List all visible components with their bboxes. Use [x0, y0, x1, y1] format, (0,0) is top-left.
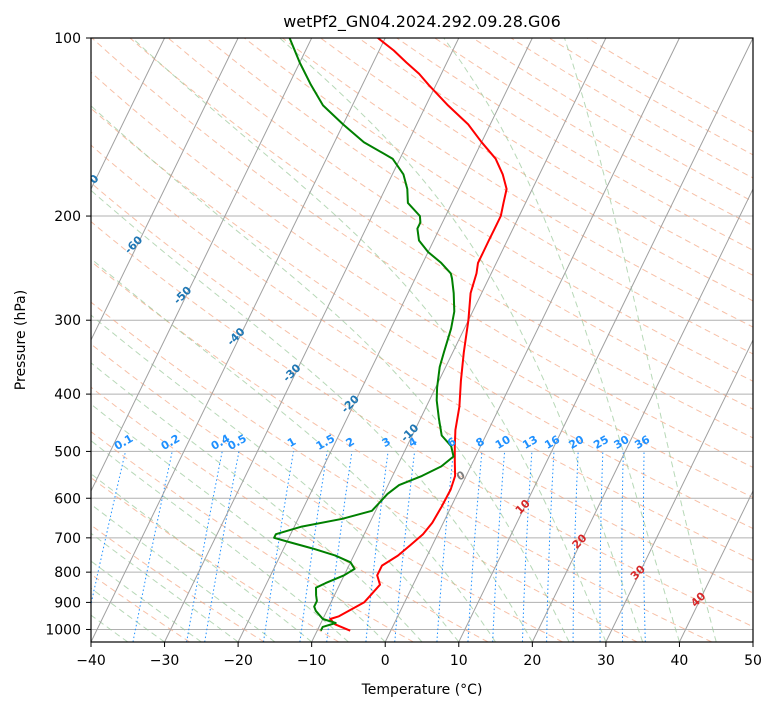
dry-adiabat [91, 477, 340, 642]
moist-adiabat [91, 473, 313, 642]
y-tick-label: 200 [54, 209, 81, 225]
x-tick-label: 50 [744, 653, 762, 669]
y-tick-label: 100 [54, 31, 81, 47]
dry-adiabat [91, 343, 563, 642]
x-tick-label: 0 [381, 653, 390, 669]
isotherm-line [678, 489, 753, 642]
moist-adiabat [443, 38, 680, 642]
moist-adiabat [564, 38, 717, 642]
mixing-ratio-line [326, 451, 353, 642]
moist-adiabat [91, 403, 386, 642]
plot-frame [90, 37, 754, 643]
dry-adiabat [91, 573, 190, 642]
isotherm-line [164, 38, 460, 642]
isotherm-line [91, 38, 313, 493]
y-axis-ticks: 100 200 300 400 500 600 700 800 900 1000 [45, 31, 91, 638]
y-tick-label: 700 [54, 531, 81, 547]
moist-adiabat [279, 38, 644, 642]
y-tick-label: 600 [54, 491, 81, 507]
moist-adiabat [91, 440, 349, 642]
moist-adiabat [91, 362, 423, 642]
moist-adiabat [91, 560, 202, 642]
y-tick-label: 300 [54, 313, 81, 329]
x-axis-label: Temperature (°C) [361, 682, 483, 698]
y-tick-label: 800 [54, 565, 81, 581]
moist-adiabat [91, 587, 165, 642]
isotherm-line [531, 187, 753, 642]
isotherm-line [311, 38, 607, 642]
isotherm-line [605, 338, 753, 642]
dry-adiabat [91, 182, 753, 594]
moist-adiabat [91, 258, 497, 642]
isotherm-line [384, 38, 680, 642]
y-axis-label: Pressure (hPa) [13, 290, 29, 390]
x-tick-label: 20 [523, 653, 541, 669]
moist-adiabat [91, 189, 533, 642]
dry-adiabat [320, 38, 753, 302]
dry-adiabat [167, 38, 753, 410]
moist-adiabat [131, 38, 607, 642]
moist-adiabat [91, 503, 276, 642]
y-tick-label: 900 [54, 595, 81, 611]
moist-adiabat [91, 105, 570, 642]
x-tick-label: −10 [297, 653, 327, 669]
y-tick-label: 400 [54, 387, 81, 403]
mixing-ratio-line [299, 451, 328, 642]
temperature-profile-line [329, 38, 508, 632]
x-tick-label: 40 [671, 653, 689, 669]
mixing-ratio-lines [91, 451, 646, 642]
x-tick-label: −20 [223, 653, 253, 669]
dry-adiabat [91, 301, 638, 642]
x-tick-label: −40 [76, 653, 106, 669]
isotherm-line [458, 38, 753, 642]
dry-adiabat [205, 38, 753, 382]
y-tick-label: 500 [54, 444, 81, 460]
mixing-ratio-line [365, 451, 389, 642]
moist-adiabat [91, 532, 239, 642]
isotherm-line [91, 38, 166, 191]
dry-adiabat [91, 260, 713, 642]
x-tick-label: −30 [150, 653, 180, 669]
dry-adiabat [91, 107, 753, 530]
dry-adiabat [91, 386, 489, 642]
gridlines [91, 38, 753, 630]
dry-adiabat [91, 71, 753, 499]
x-tick-label: 30 [597, 653, 615, 669]
moist-adiabats [91, 38, 717, 642]
dewpoint-profile-line [273, 38, 456, 632]
sounding-series [273, 38, 508, 632]
dry-adiabat [91, 220, 753, 628]
mixing-ratio-line [394, 451, 416, 642]
y-tick-label: 1000 [45, 622, 81, 638]
mixing-ratio-line [263, 451, 294, 642]
moist-adiabat [91, 314, 460, 642]
x-tick-label: 10 [450, 653, 468, 669]
isotherm-line [91, 38, 386, 642]
chart-title: wetPf2_GN04.2024.292.09.28.G06 [283, 12, 561, 32]
x-axis-ticks: −40 −30 −20 −10 0 10 20 30 40 50 [76, 642, 762, 669]
isotherm-label: -70 [78, 172, 101, 195]
